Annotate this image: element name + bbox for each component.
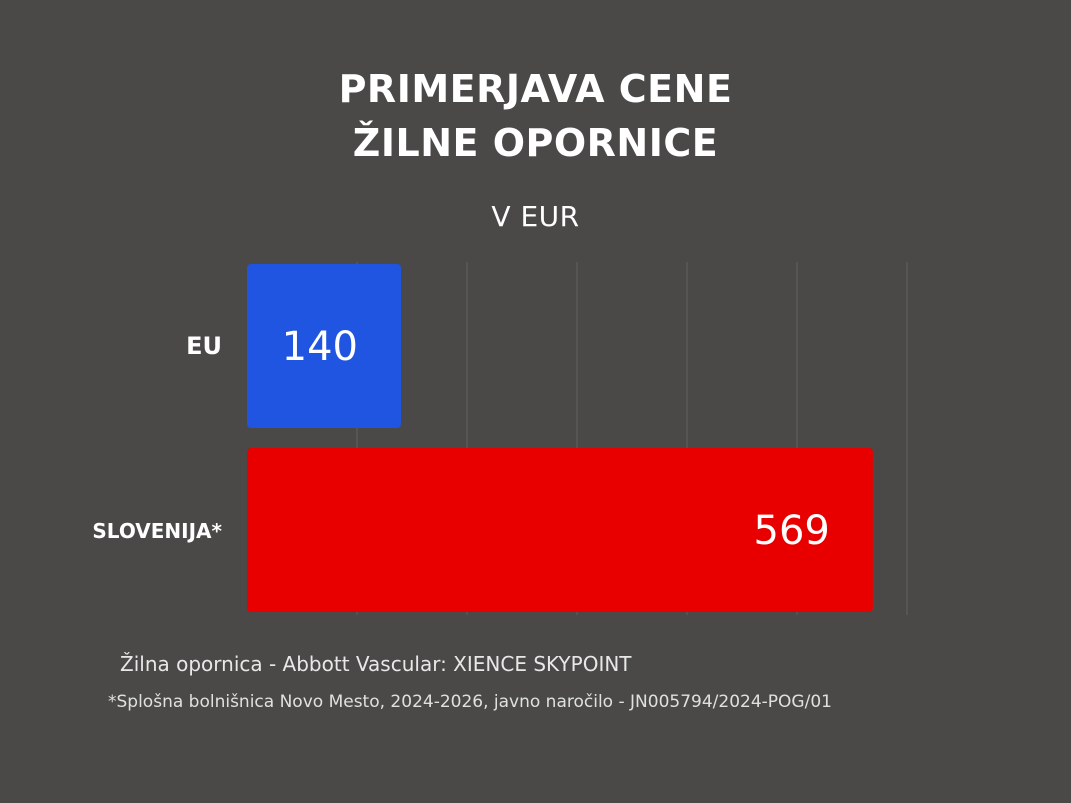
value-label-1: 569	[754, 508, 830, 554]
footnote-source: *Splošna bolnišnica Novo Mesto, 2024-202…	[108, 692, 832, 712]
category-label-0: EU	[186, 332, 222, 360]
value-label-0: 140	[282, 324, 358, 370]
footnote-product: Žilna opornica - Abbott Vascular: XIENCE…	[120, 652, 632, 676]
bar-0	[247, 264, 401, 428]
bar-1	[247, 448, 873, 612]
chart-subtitle: V EUR	[491, 200, 580, 233]
category-label-1: SLOVENIJA*	[92, 519, 222, 543]
chart-title-line-1: PRIMERJAVA CENE	[338, 67, 733, 111]
chart-title-line-2: ŽILNE OPORNICE	[352, 121, 719, 165]
chart-title: PRIMERJAVA CENE ŽILNE OPORNICE	[0, 62, 1071, 170]
